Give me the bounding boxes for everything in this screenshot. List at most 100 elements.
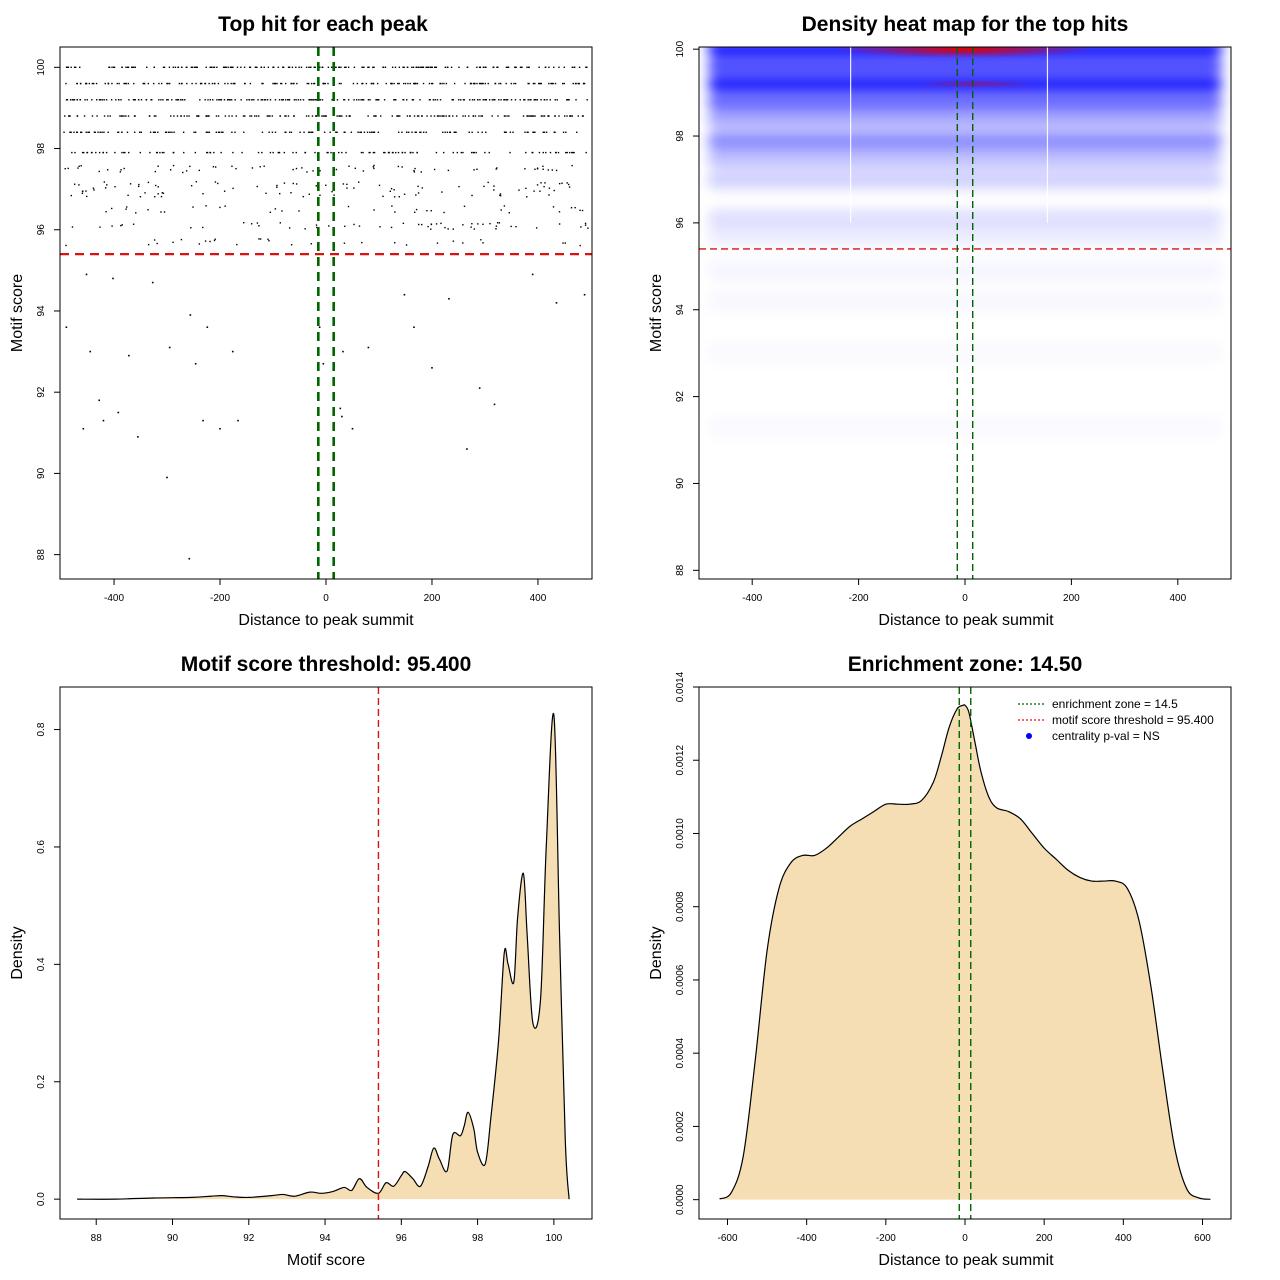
scatter-point [473, 82, 476, 85]
scatter-point [510, 225, 512, 228]
distance-density-fill [719, 704, 1211, 1200]
scatter-point [316, 115, 318, 117]
scatter-point [402, 222, 405, 225]
scatter-point [225, 66, 227, 69]
scatter-point [123, 115, 125, 117]
scatter-point [354, 167, 357, 170]
heatmap-x-tick-label: 0 [962, 593, 968, 604]
scatter-point [65, 99, 68, 101]
scatter-point [195, 181, 198, 183]
scatter-point [243, 131, 245, 133]
scatter-point [94, 131, 96, 133]
scatter-point [478, 115, 480, 117]
scatter-point [327, 151, 329, 154]
scatter-point [193, 131, 195, 133]
heatmap-y-label: Motif score [648, 274, 665, 352]
scatter-point [412, 66, 415, 69]
scatter-point [181, 82, 183, 85]
scatter-point [498, 82, 500, 85]
score-density-x-tick-label: 96 [396, 1233, 408, 1244]
scatter-point [139, 151, 142, 154]
scatter-point [215, 115, 218, 117]
scatter-point [127, 115, 130, 117]
scatter-point [532, 115, 535, 117]
scatter-point [160, 211, 162, 213]
heatmap-band [707, 109, 1223, 128]
scatter-point [157, 186, 159, 188]
scatter-point [83, 115, 86, 117]
scatter-point [180, 115, 182, 117]
scatter-point [329, 131, 331, 133]
scatter-point [236, 66, 239, 69]
scatter-point [116, 82, 118, 85]
scatter-point [326, 151, 328, 154]
scatter-point [414, 211, 416, 214]
scatter-reference-lines [60, 47, 592, 579]
scatter-point [86, 195, 88, 198]
scatter-point [107, 131, 109, 133]
scatter-point [548, 82, 550, 85]
scatter-point [497, 115, 499, 117]
enrichment-zone-lines [958, 687, 972, 1219]
scatter-point [503, 131, 506, 133]
scatter-point [363, 66, 365, 69]
scatter-point [536, 167, 539, 169]
scatter-point [323, 82, 325, 85]
scatter-point [390, 82, 393, 85]
scatter-point [231, 165, 233, 167]
scatter-point [314, 66, 316, 69]
scatter-point [394, 242, 396, 244]
scatter-point [403, 293, 406, 296]
scatter-point [295, 99, 297, 101]
scatter-point [413, 82, 415, 85]
scatter-point [267, 238, 269, 240]
scatter-point [313, 82, 315, 85]
scatter-point [346, 183, 348, 186]
heatmap-title: Density heat map for the top hits [802, 13, 1129, 36]
score-density-x-tick-label: 98 [472, 1233, 484, 1244]
scatter-point [272, 82, 274, 85]
scatter-point [539, 82, 542, 85]
scatter-point [216, 99, 218, 101]
scatter-point [555, 169, 558, 172]
scatter-point [586, 99, 588, 101]
scatter-point [182, 171, 184, 174]
scatter-point [340, 66, 342, 69]
scatter-point [155, 151, 158, 154]
scatter-point [384, 151, 386, 154]
scatter-y-tick-label: 92 [36, 386, 47, 398]
scatter-point [259, 166, 261, 168]
scatter-point [125, 206, 128, 208]
score-density-x-tick-label: 100 [546, 1233, 563, 1244]
scatter-point [123, 82, 125, 85]
scatter-point [230, 82, 232, 85]
scatter-point [538, 66, 540, 69]
scatter-point [477, 99, 479, 101]
scatter-point [248, 99, 251, 101]
scatter-point [177, 66, 180, 69]
scatter-point [111, 225, 113, 227]
scatter-point [111, 82, 113, 85]
scatter-point [231, 131, 233, 133]
scatter-point [219, 99, 222, 101]
scatter-point [401, 131, 403, 133]
scatter-point [468, 115, 470, 117]
scatter-point [162, 99, 164, 101]
scatter-point [277, 66, 279, 69]
scatter-point [558, 66, 560, 69]
scatter-point [114, 186, 116, 188]
scatter-point [64, 115, 66, 117]
scatter-point [358, 181, 360, 183]
scatter-point [347, 66, 350, 69]
scatter-point [409, 151, 412, 154]
scatter-point [403, 193, 406, 195]
heatmap-band [707, 208, 1223, 229]
heatmap-density-bands [707, 47, 1223, 281]
scatter-point [208, 82, 210, 85]
scatter-point [503, 99, 505, 101]
scatter-point [154, 184, 157, 187]
scatter-point [157, 193, 159, 195]
scatter-point [542, 151, 544, 154]
scatter-point [372, 82, 375, 85]
scatter-point [388, 151, 390, 154]
